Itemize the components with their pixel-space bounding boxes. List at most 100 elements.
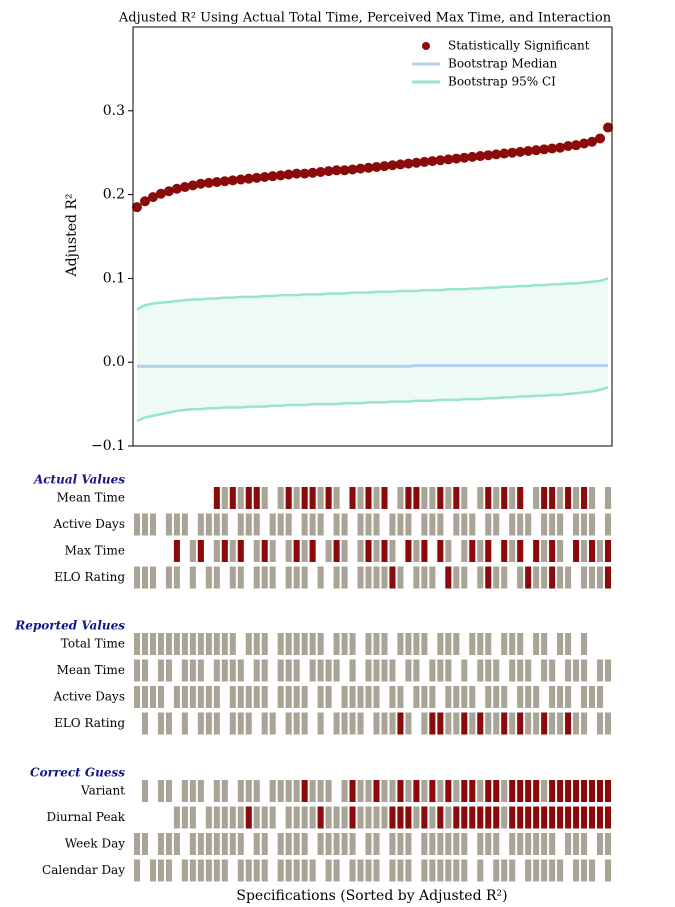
indicator-bar [373, 540, 380, 562]
indicator-bar [165, 633, 172, 655]
indicator-bar [317, 487, 324, 509]
indicator-bar [245, 780, 252, 802]
indicator-bar [373, 806, 380, 829]
indicator-bar [477, 540, 484, 562]
indicator-bar [477, 833, 484, 855]
indicator-bar [405, 833, 412, 855]
point [235, 174, 246, 185]
indicator-bar [349, 686, 356, 708]
indicator-bar [397, 806, 404, 829]
point [595, 133, 606, 144]
indicator-bar [309, 487, 316, 509]
indicator-bar [373, 780, 380, 802]
indicator-bar [301, 686, 308, 708]
indicator-bar [485, 566, 492, 589]
indicator-bar [413, 659, 420, 682]
indicator-bar [421, 540, 428, 562]
indicator-bar [381, 712, 388, 735]
indicator-bar [213, 712, 220, 735]
indicator-bar [213, 833, 220, 855]
indicator-bar [445, 780, 452, 802]
indicator-bar [517, 540, 524, 562]
indicator-bar [517, 566, 524, 589]
indicator-bar [333, 633, 340, 655]
indicator-bar [189, 659, 196, 682]
indicator-bar [293, 833, 300, 855]
axes-frame [132, 26, 613, 447]
indicator-bar [189, 806, 196, 829]
indicator-bar [197, 633, 204, 655]
indicator-bar [237, 780, 244, 802]
indicator-bar [213, 780, 220, 802]
indicator-bar [517, 659, 524, 682]
indicator-bar [205, 513, 212, 536]
indicator-bar [541, 566, 548, 589]
indicator-bar [189, 833, 196, 855]
indicator-bar [405, 487, 412, 509]
y-tick-label: 0.0 [103, 354, 125, 370]
indicator-bar [213, 487, 220, 509]
indicator-bar [461, 513, 468, 536]
indicator-bar [293, 540, 300, 562]
indicator-bar [445, 487, 452, 509]
indicator-bar [453, 686, 460, 708]
indicator-bar [485, 487, 492, 509]
indicator-bar [405, 659, 412, 682]
point [307, 167, 318, 178]
indicator-bar [453, 487, 460, 509]
indicator-bar [389, 659, 396, 682]
indicator-bar [213, 686, 220, 708]
indicator-bar [509, 513, 516, 536]
indicator-bar [141, 659, 149, 682]
indicator-bar [205, 633, 212, 655]
indicator-bar [221, 659, 228, 682]
indicator-bar [557, 487, 564, 509]
indicator-bar [277, 513, 284, 536]
indicator-bar [389, 513, 396, 536]
point [203, 177, 214, 188]
indicator-bar [509, 659, 516, 682]
point [363, 162, 374, 173]
indicator-bar [365, 487, 372, 509]
indicator-bar [349, 780, 356, 802]
indicator-bar [301, 513, 308, 536]
panel-header: Correct Guess [30, 766, 125, 780]
indicator-bar [493, 712, 500, 735]
indicator-bar [533, 833, 540, 855]
indicator-bar [157, 712, 164, 735]
indicator-bar [557, 633, 564, 655]
indicator-bar [501, 633, 508, 655]
indicator-bar [517, 833, 524, 855]
indicator-bar [421, 833, 428, 855]
indicator-bar [333, 859, 340, 882]
indicator-bar [373, 633, 380, 655]
point [515, 146, 526, 157]
row-label: ELO Rating [54, 716, 125, 730]
indicator-bar [604, 487, 612, 509]
indicator-bar [149, 859, 156, 882]
indicator-bar [557, 566, 564, 589]
indicator-bar [549, 859, 556, 882]
indicator-bar [293, 633, 300, 655]
indicator-bar [469, 780, 476, 802]
indicator-bar [381, 806, 388, 829]
row-label: Mean Time [57, 663, 125, 677]
indicator-bar [301, 487, 308, 509]
indicator-bar [533, 566, 540, 589]
indicator-bar [269, 566, 276, 589]
indicator-bar [429, 833, 436, 855]
point [475, 151, 486, 162]
indicator-bar [325, 659, 332, 682]
indicator-bar [541, 633, 548, 655]
indicator-bar [205, 686, 212, 708]
indicator-bar [341, 806, 348, 829]
indicator-bar [237, 712, 244, 735]
indicator-bar [357, 540, 364, 562]
indicator-bar [533, 633, 540, 655]
indicator-bar [221, 633, 228, 655]
indicator-bar [341, 686, 348, 708]
indicator-bar [301, 806, 308, 829]
indicator-bar [517, 513, 524, 536]
indicator-bar [213, 633, 220, 655]
indicator-bar [485, 513, 492, 536]
